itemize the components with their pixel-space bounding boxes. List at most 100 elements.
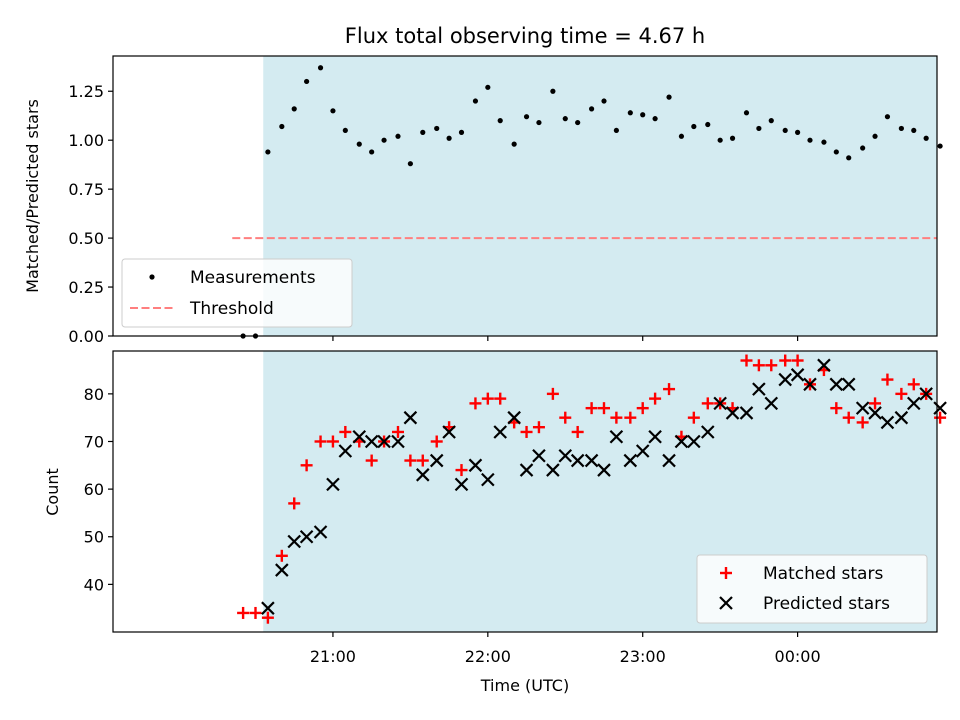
ratio-y-tick-label: 1.25 bbox=[68, 82, 104, 101]
predicted-point bbox=[829, 377, 844, 392]
ratio-y-tick-label: 0.25 bbox=[68, 278, 104, 297]
matched-point bbox=[663, 383, 676, 396]
matched-point bbox=[649, 392, 662, 405]
ratio-axes-frame bbox=[112, 55, 938, 337]
count-series-2 bbox=[261, 358, 947, 615]
measurement-point bbox=[485, 84, 491, 90]
matched-point bbox=[365, 454, 378, 467]
measurement-point bbox=[369, 149, 375, 155]
measurement-point bbox=[458, 129, 465, 135]
matched-point bbox=[856, 416, 869, 429]
matched-point bbox=[494, 392, 507, 405]
predicted-point bbox=[442, 425, 456, 439]
predicted-point bbox=[855, 401, 870, 415]
matched-point bbox=[404, 454, 417, 467]
ratio-legend-box bbox=[121, 258, 353, 328]
count-panel: Count Time (UTC) 40 50 60 70 80 21:00 22:00 23:… bbox=[43, 350, 947, 695]
predicted-point bbox=[313, 525, 328, 539]
measurement-point bbox=[846, 155, 852, 161]
matched-point bbox=[455, 464, 468, 477]
matched-point bbox=[249, 606, 262, 619]
matched-point bbox=[275, 549, 288, 562]
matched-point bbox=[895, 387, 908, 400]
chart-title: Flux total observing time = 4.67 h bbox=[345, 24, 705, 48]
ratio-y-tick-label: 0.75 bbox=[68, 180, 104, 199]
ratio-plot-area: 0.00 0.25 0.50 0.75 1.00 1.25 bbox=[68, 55, 943, 346]
measurement-point bbox=[601, 98, 607, 104]
measurement-point bbox=[717, 137, 723, 143]
predicted-point bbox=[933, 401, 947, 415]
predicted-point bbox=[841, 377, 856, 392]
measurement-point bbox=[265, 149, 271, 155]
predicted-point bbox=[415, 468, 430, 482]
measurement-point bbox=[860, 145, 866, 151]
predicted-point bbox=[713, 396, 727, 411]
matched-point bbox=[300, 459, 313, 472]
matched-point bbox=[791, 354, 804, 367]
predicted-point bbox=[919, 387, 933, 401]
measurement-point bbox=[279, 123, 285, 130]
count-y-tick-label: 80 bbox=[84, 385, 104, 404]
matched-point bbox=[237, 606, 250, 619]
matched-point bbox=[765, 359, 778, 372]
predicted-point bbox=[790, 368, 805, 382]
count-x-tick-label: 00:00 bbox=[775, 647, 821, 666]
measurement-point bbox=[821, 139, 827, 145]
matched-point bbox=[532, 421, 545, 434]
predicted-point bbox=[326, 477, 340, 492]
matched-point bbox=[740, 354, 753, 367]
predicted-point bbox=[558, 449, 573, 463]
predicted-point bbox=[674, 434, 689, 449]
predicted-point bbox=[764, 396, 779, 411]
ratio-legend: Measurements Threshold bbox=[121, 258, 353, 328]
count-axes-frame bbox=[112, 350, 938, 633]
count-plot-area: 40 50 60 70 80 21:00 22:00 23:00 00:00 bbox=[84, 350, 947, 666]
measurement-point bbox=[536, 119, 542, 126]
x-axis-label: Time (UTC) bbox=[480, 676, 569, 695]
measurement-point bbox=[666, 94, 672, 100]
matched-point bbox=[391, 425, 404, 438]
predicted-point bbox=[803, 377, 817, 392]
measurement-point bbox=[562, 116, 568, 122]
predicted-point bbox=[338, 444, 353, 458]
predicted-point bbox=[570, 453, 585, 468]
measurement-point bbox=[743, 110, 750, 116]
count-y-tick-label: 40 bbox=[84, 575, 104, 594]
measurement-point bbox=[911, 127, 917, 134]
measurement-point bbox=[898, 125, 904, 132]
matched-point bbox=[571, 425, 584, 438]
measurement-point bbox=[872, 133, 878, 139]
measurement-point bbox=[511, 141, 517, 147]
measurement-point bbox=[678, 133, 685, 139]
measurement-point bbox=[729, 135, 736, 141]
matched-point bbox=[469, 397, 482, 410]
measurement-point bbox=[342, 127, 348, 134]
predicted-point bbox=[377, 434, 391, 449]
matched-point bbox=[830, 402, 843, 415]
matched-point bbox=[288, 497, 301, 510]
measurement-point bbox=[550, 88, 556, 94]
predicted-point bbox=[635, 444, 650, 458]
predicted-point bbox=[687, 434, 701, 449]
measurement-point bbox=[381, 137, 387, 143]
measurement-point bbox=[884, 114, 891, 120]
matched-point bbox=[314, 435, 327, 448]
ratio-y-tick-label: 0.50 bbox=[68, 229, 104, 248]
matched-point bbox=[416, 454, 429, 467]
measurement-point bbox=[291, 106, 297, 112]
legend-matched-label: Matched stars bbox=[763, 564, 883, 584]
matched-point bbox=[881, 373, 894, 386]
measurement-point bbox=[589, 106, 595, 112]
predicted-point bbox=[287, 534, 301, 549]
measurement-point bbox=[923, 135, 929, 141]
measurement-point bbox=[330, 108, 336, 114]
predicted-point bbox=[468, 458, 483, 473]
predicted-point bbox=[532, 449, 546, 463]
measurement-point bbox=[705, 121, 711, 128]
predicted-point bbox=[391, 434, 405, 449]
matched-point bbox=[585, 402, 598, 415]
matched-point bbox=[326, 435, 339, 448]
predicted-point bbox=[507, 410, 521, 425]
matched-point bbox=[752, 359, 765, 372]
predicted-point bbox=[454, 477, 469, 492]
